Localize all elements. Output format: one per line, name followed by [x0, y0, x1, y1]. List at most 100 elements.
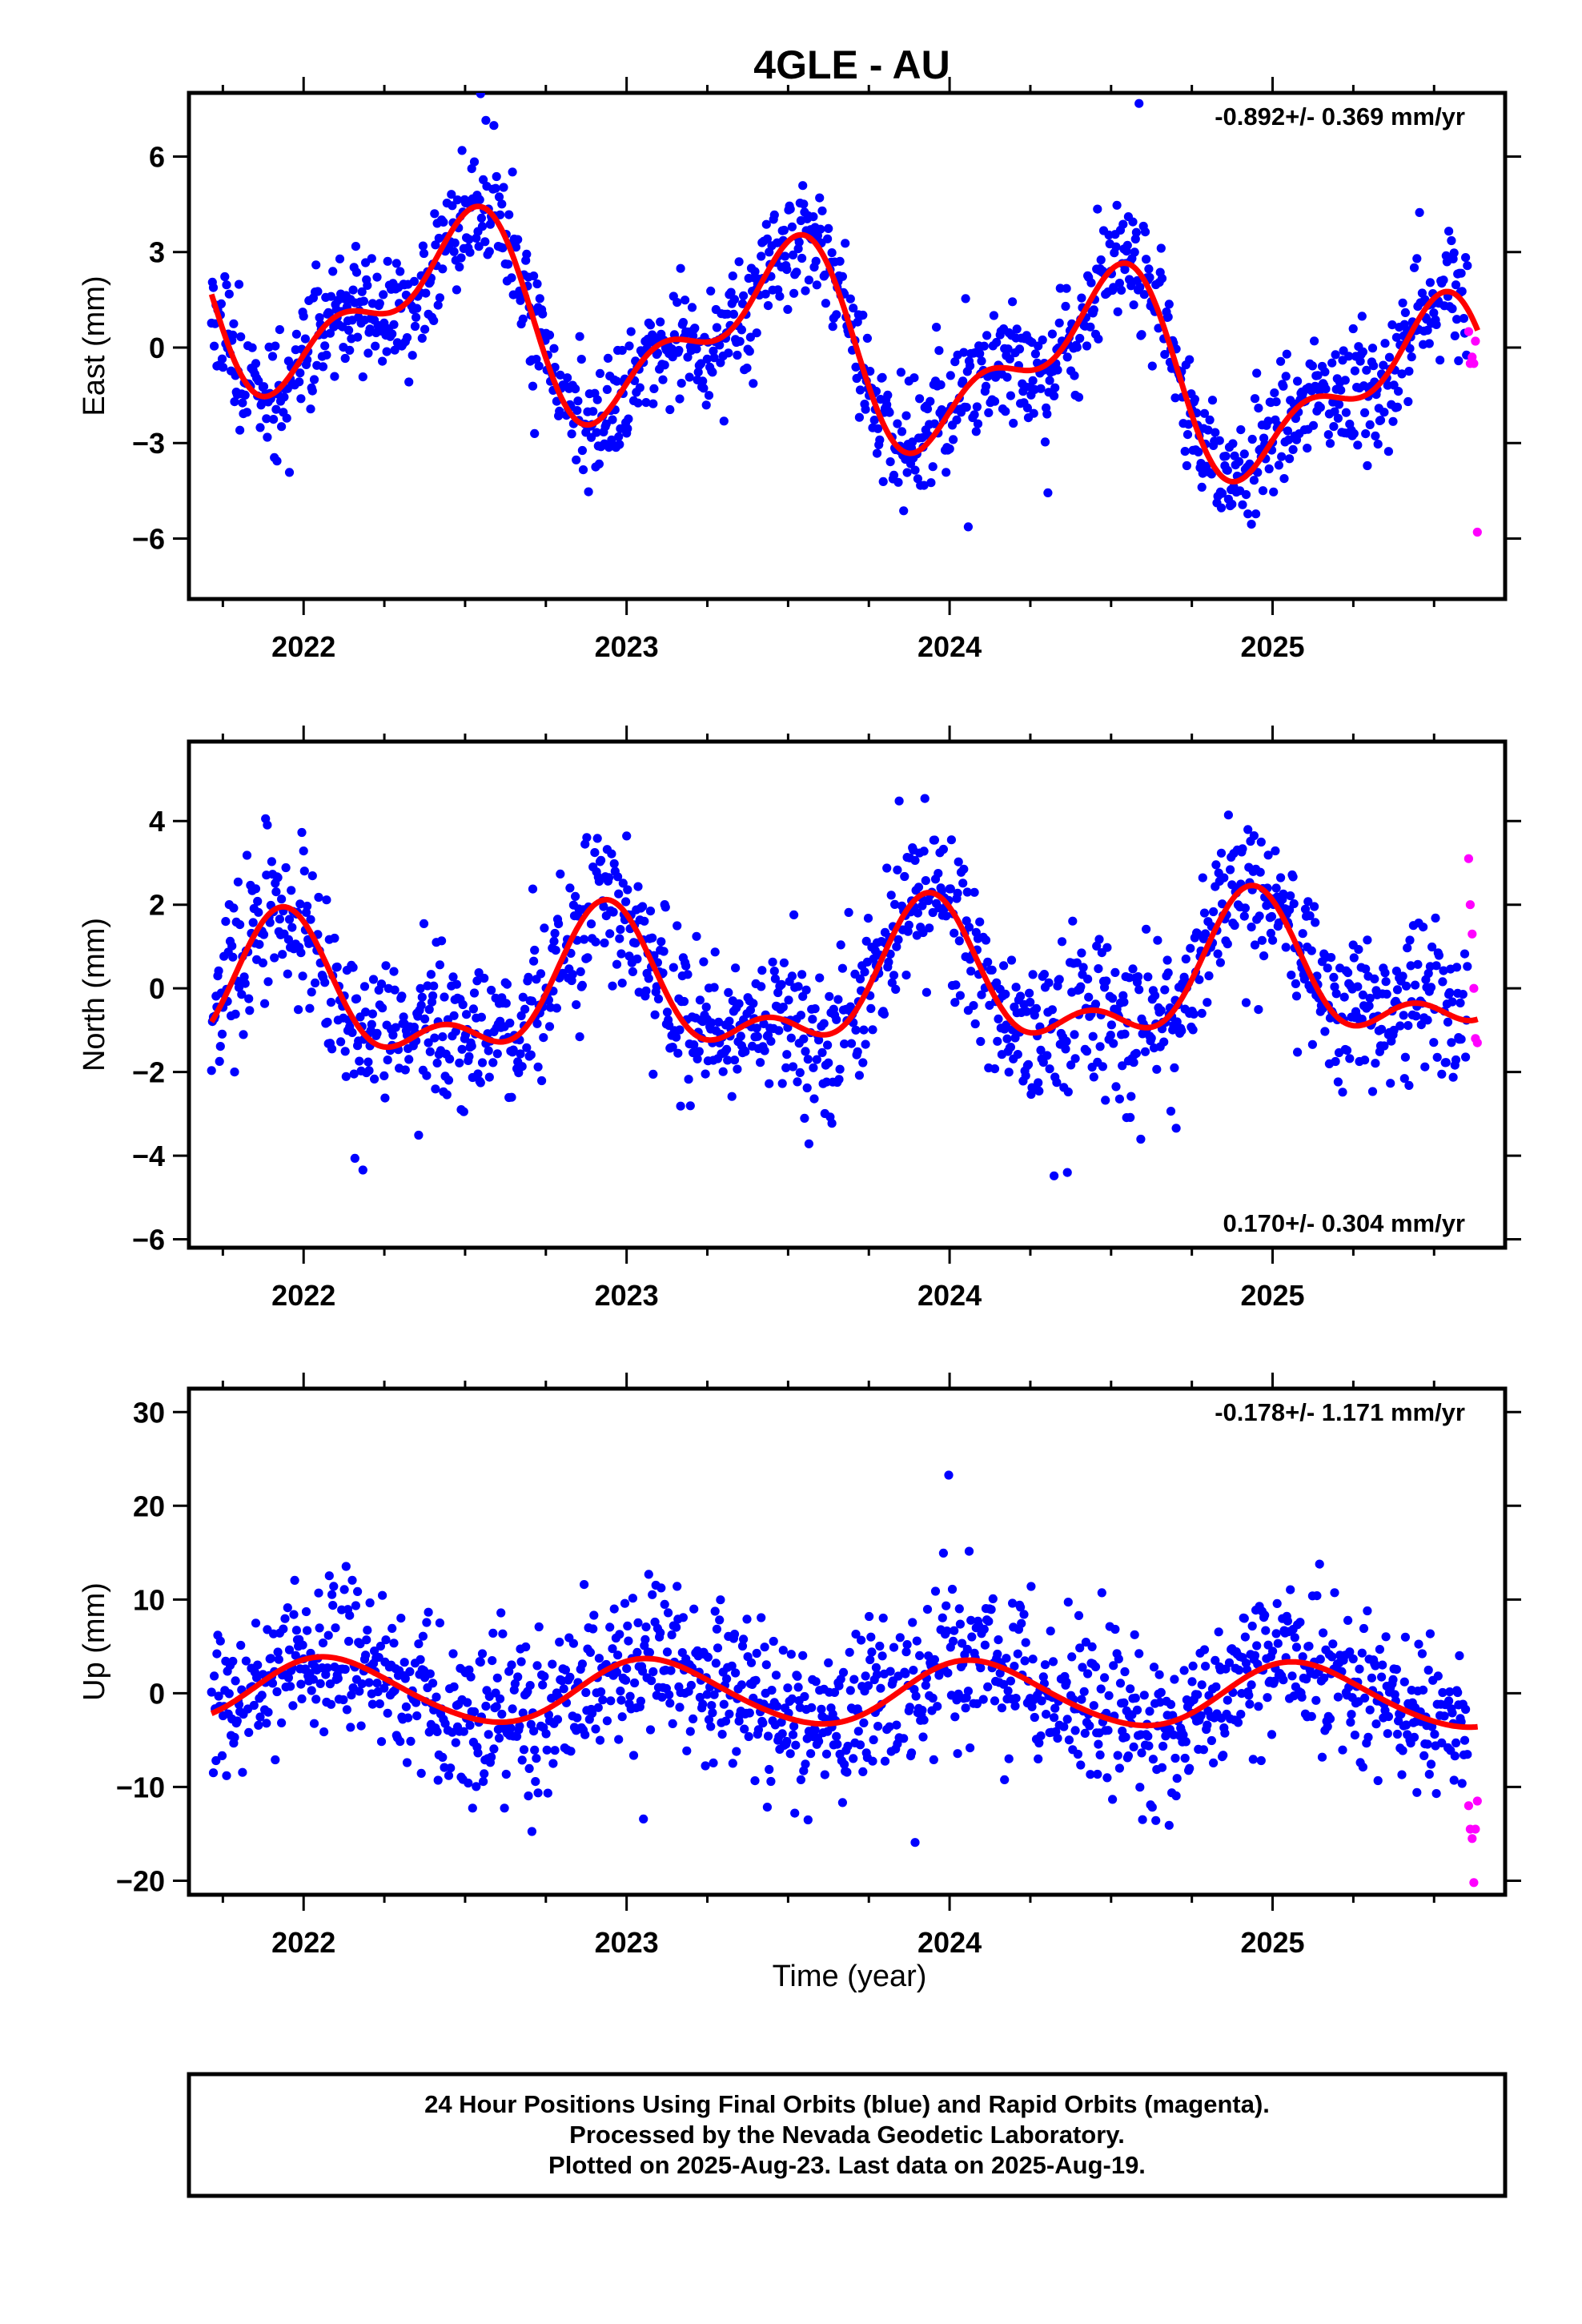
data-point-final — [229, 903, 239, 913]
data-point-final — [1085, 1721, 1094, 1731]
data-point-final — [1062, 1715, 1072, 1724]
data-point-final — [468, 1004, 479, 1014]
data-point-final — [1315, 1559, 1324, 1569]
data-point-final — [1019, 1610, 1029, 1619]
data-point-final — [901, 411, 911, 420]
data-point-rapid — [1464, 854, 1473, 863]
data-point-final — [901, 1647, 911, 1657]
data-point-final — [1272, 1598, 1282, 1608]
plot-frame-up — [187, 1386, 1508, 1897]
data-point-final — [709, 983, 719, 992]
data-point-final — [970, 1019, 980, 1029]
series-rapid-orbits — [1464, 1796, 1482, 1888]
data-point-final — [994, 1014, 1003, 1023]
data-point-final — [623, 1621, 632, 1630]
data-point-final — [1277, 452, 1287, 461]
data-point-final — [1170, 393, 1180, 403]
data-point-final — [1062, 352, 1072, 362]
data-point-final — [919, 1715, 929, 1725]
data-point-final — [802, 1083, 812, 1093]
data-point-final — [1430, 1730, 1439, 1739]
data-point-final — [710, 1606, 720, 1616]
data-point-final — [749, 999, 758, 1008]
data-point-final — [476, 1658, 485, 1667]
data-point-final — [348, 285, 358, 295]
data-point-final — [872, 448, 882, 458]
x-tick-label: 2025 — [1240, 1279, 1304, 1312]
data-point-final — [1110, 1624, 1120, 1634]
data-point-final — [660, 360, 669, 370]
data-point-final — [289, 1610, 299, 1619]
data-point-final — [1144, 1741, 1154, 1751]
data-point-final — [785, 204, 795, 214]
data-point-final — [933, 1702, 942, 1711]
data-point-final — [1042, 1051, 1052, 1060]
data-point-final — [1341, 408, 1351, 417]
data-point-final — [801, 1759, 810, 1769]
data-point-final — [1417, 1649, 1427, 1659]
data-point-final — [573, 396, 583, 406]
data-point-final — [1310, 902, 1319, 911]
data-point-final — [977, 990, 986, 999]
data-point-final — [1178, 1730, 1188, 1739]
data-point-final — [1114, 1655, 1123, 1664]
data-point-final — [255, 939, 264, 949]
data-point-final — [929, 1755, 938, 1764]
data-point-final — [412, 1698, 421, 1707]
data-point-final — [303, 901, 312, 911]
data-point-final — [452, 979, 462, 989]
data-point-final — [290, 1575, 299, 1585]
data-point-final — [683, 970, 693, 979]
data-point-final — [816, 224, 825, 234]
data-point-final — [1289, 899, 1299, 909]
data-point-final — [414, 1130, 424, 1140]
data-point-final — [1400, 1052, 1410, 1062]
data-point-final — [959, 348, 969, 357]
data-point-final — [719, 416, 729, 426]
data-point-final — [695, 995, 705, 1005]
data-point-final — [475, 195, 484, 204]
data-point-final — [307, 871, 317, 881]
data-point-final — [1239, 911, 1249, 921]
data-point-final — [873, 1722, 883, 1731]
y-tick-label: −3 — [132, 427, 165, 460]
data-point-final — [1012, 324, 1022, 334]
data-point-final — [701, 1761, 710, 1771]
data-point-final — [902, 1640, 912, 1650]
data-point-final — [1298, 929, 1307, 939]
data-point-final — [878, 1613, 888, 1623]
data-point-final — [438, 264, 448, 274]
data-point-final — [1444, 227, 1454, 236]
data-point-final — [508, 167, 517, 177]
data-point-final — [320, 978, 330, 987]
data-point-final — [399, 1012, 408, 1022]
data-point-final — [1050, 1171, 1059, 1180]
data-point-final — [1268, 935, 1278, 945]
data-point-final — [893, 477, 903, 487]
data-point-final — [284, 915, 295, 924]
data-point-final — [930, 1586, 941, 1596]
data-point-final — [529, 1727, 539, 1736]
data-point-final — [1036, 384, 1046, 393]
data-point-final — [784, 995, 793, 1005]
data-point-final — [364, 1678, 374, 1687]
data-point-final — [1444, 1696, 1454, 1706]
data-point-final — [699, 384, 709, 393]
data-point-final — [737, 1680, 747, 1690]
data-point-final — [1330, 1588, 1339, 1598]
data-point-final — [1255, 911, 1264, 921]
data-point-final — [324, 1571, 334, 1581]
data-point-final — [1137, 330, 1146, 340]
data-point-final — [220, 271, 230, 282]
data-point-final — [724, 987, 733, 997]
data-point-final — [926, 396, 935, 406]
data-point-final — [280, 1614, 290, 1623]
data-point-final — [1236, 1710, 1246, 1719]
data-point-final — [488, 1656, 497, 1666]
data-point-final — [1399, 1677, 1409, 1687]
data-point-final — [668, 1043, 677, 1052]
data-point-final — [429, 316, 439, 325]
data-point-final — [1361, 964, 1371, 974]
data-point-final — [1111, 1082, 1121, 1092]
